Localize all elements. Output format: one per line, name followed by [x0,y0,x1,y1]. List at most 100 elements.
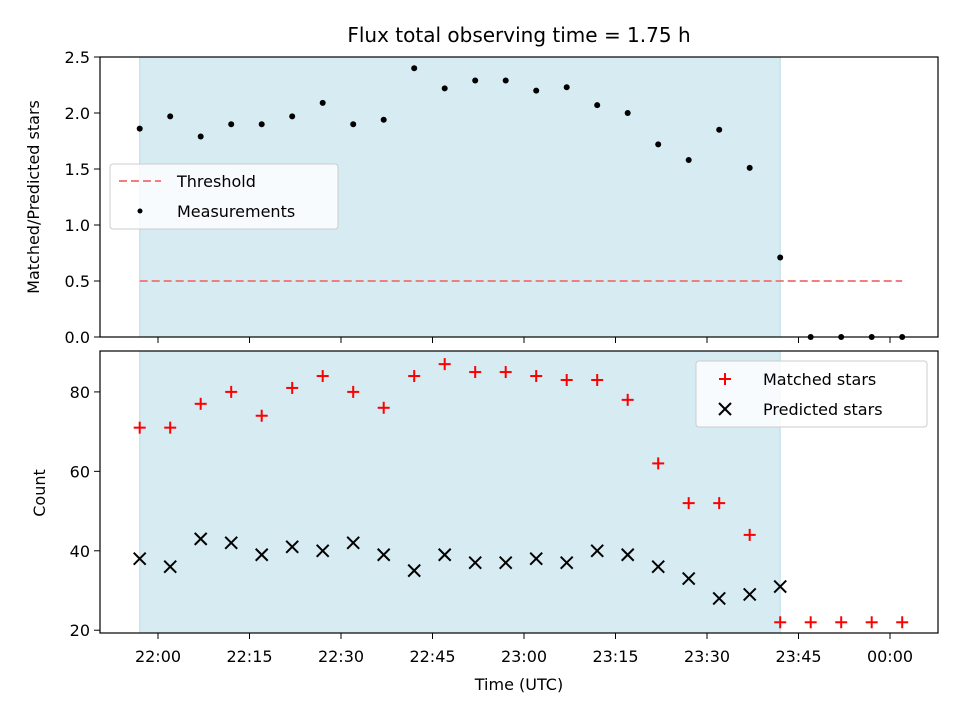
bottom-y-axis: 20 40 60 80 [70,383,100,640]
predicted-star-point [254,548,269,562]
predicted-star-point [132,552,147,566]
matched-star-point [835,616,848,629]
matched-star-point [316,370,329,383]
matched-star-point [499,366,512,379]
matched-star-point [591,373,604,386]
measurement-point [533,87,540,94]
legend-matched-swatch [719,373,731,385]
top-y-axis-label: Matched/Predicted stars [24,100,43,294]
predicted-star-point [163,559,177,574]
top-panel: Flux total observing time = 1.75 h 0.0 0.… [24,23,939,347]
measurement-point [655,141,662,148]
legend-measurements-label: Measurements [177,202,295,221]
matched-star-point [255,409,268,422]
x-tick-label: 22:00 [135,647,181,666]
top-y-tick-label: 2.0 [65,104,90,123]
matched-star-point [804,616,817,629]
top-legend-box [109,163,339,230]
x-tick-label: 00:00 [867,647,913,666]
predicted-star-point [590,544,604,558]
x-tick-label: 23:45 [775,647,821,666]
predicted-star-point [681,571,696,586]
predicted-star-point [407,563,421,578]
x-tick-label: 22:45 [409,647,455,666]
matched-star-point [865,616,878,629]
matched-star-point [560,373,573,386]
legend-predicted-label: Predicted stars [763,400,883,419]
matched-star-point [469,366,482,379]
matched-star-point [743,528,756,541]
matched-star-point [621,393,634,406]
matched-star-point [774,616,787,629]
top-y-tick-label: 0.5 [65,272,90,291]
measurement-point [258,121,265,128]
measurement-point [441,85,448,92]
measurement-point [228,121,235,128]
top-legend: Threshold Measurements [109,163,339,230]
predicted-star-point [498,555,513,570]
legend-threshold-label: Threshold [176,172,256,191]
predicted-star-point [742,587,757,602]
predicted-star-point [651,559,665,574]
matched-star-point [225,385,238,398]
measurement-point [411,65,418,72]
predicted-star-point [376,548,391,562]
bottom-y-tick-label: 40 [70,542,90,561]
measurement-point [746,164,753,171]
x-tick-label: 23:30 [684,647,730,666]
chart-title: Flux total observing time = 1.75 h [347,23,690,47]
matched-star-point [164,421,177,434]
measurement-point [380,116,387,123]
measurement-point [319,99,326,106]
matched-star-point [652,457,665,470]
predicted-star-point [346,536,360,550]
legend-matched-label: Matched stars [763,370,876,389]
bottom-axes-frame [99,350,939,634]
predicted-star-point [193,532,208,546]
predicted-star-point [285,540,299,554]
matched-star-point [438,358,451,371]
bottom-observing-window-shade [139,350,781,634]
bottom-legend: Matched stars Predicted stars [695,360,928,428]
x-tick-label: 23:00 [501,647,547,666]
measurement-point [167,113,174,120]
bottom-y-tick-label: 60 [70,462,90,481]
x-tick-label: 22:15 [226,647,272,666]
bottom-y-tick-label: 20 [70,621,90,640]
bottom-y-axis-label: Count [30,469,49,517]
top-x-ticks [157,337,891,343]
measurement-point [350,121,357,128]
x-axis-label: Time (UTC) [474,675,563,694]
top-plot-area [136,65,906,340]
matched-star-point [530,370,543,383]
matched-star-point [194,397,207,410]
predicted-star-point [620,548,635,562]
measurement-point [685,157,692,164]
matched-star-point [377,401,390,414]
matched-star-point [713,497,726,510]
bottom-legend-box [695,360,928,428]
top-y-tick-label: 2.5 [65,48,90,67]
predicted-star-point [315,544,330,558]
matched-star-point [286,381,299,394]
measurement-point [777,254,784,261]
bottom-x-axis: 22:00 22:15 22:30 22:45 23:00 23:15 23:30 23:45… [135,633,913,666]
measurement-point [594,102,601,109]
top-y-tick-label: 1.5 [65,160,90,179]
predicted-star-point [529,552,543,566]
matched-star-point [347,385,360,398]
bottom-plot-area [132,358,909,629]
bottom-y-tick-label: 80 [70,383,90,402]
legend-measurements-swatch [137,208,143,214]
measurement-point [624,110,631,116]
predicted-star-point [224,536,238,550]
measurement-point [136,125,143,132]
predicted-star-point [437,548,452,562]
predicted-star-point [468,555,482,570]
x-tick-label: 23:15 [592,647,638,666]
measurement-point [472,77,479,84]
top-y-tick-label: 0.0 [65,328,90,347]
predicted-star-point [712,591,726,606]
matched-star-point [682,497,695,510]
